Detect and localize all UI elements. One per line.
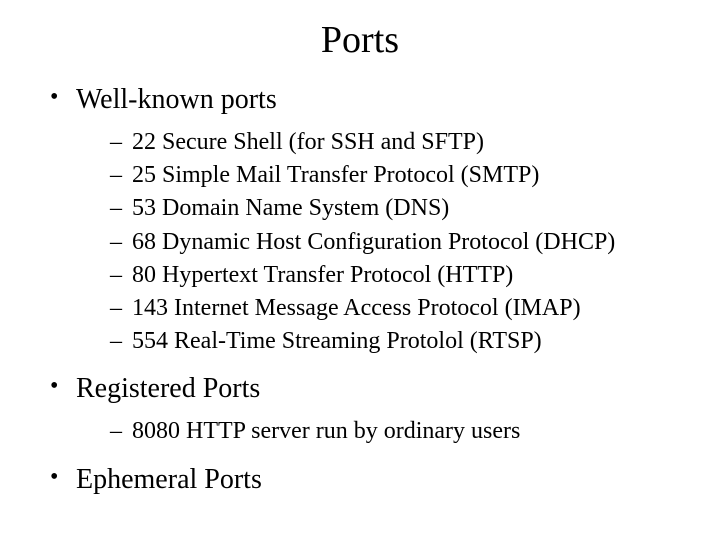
bullet-label: Well-known ports <box>76 84 277 115</box>
bullet-label: Registered Ports <box>76 373 260 404</box>
bullet-item-wellknown: Well-known ports 22 Secure Shell (for SS… <box>50 82 690 357</box>
sub-bullet-item: 25 Simple Mail Transfer Protocol (SMTP) <box>110 160 690 191</box>
bullet-item-ephemeral: Ephemeral Ports <box>50 462 690 497</box>
bullet-label: Ephemeral Ports <box>76 464 262 495</box>
sub-bullet-item: 80 Hypertext Transfer Protocol (HTTP) <box>110 260 690 291</box>
bullet-list-level2: 8080 HTTP server run by ordinary users <box>76 416 690 447</box>
sub-bullet-item: 68 Dynamic Host Configuration Protocol (… <box>110 227 690 258</box>
sub-bullet-item: 22 Secure Shell (for SSH and SFTP) <box>110 127 690 158</box>
sub-bullet-item: 8080 HTTP server run by ordinary users <box>110 416 690 447</box>
sub-bullet-item: 53 Domain Name System (DNS) <box>110 193 690 224</box>
slide-title: Ports <box>30 18 690 62</box>
bullet-item-registered: Registered Ports 8080 HTTP server run by… <box>50 371 690 447</box>
bullet-list-level1: Well-known ports 22 Secure Shell (for SS… <box>30 82 690 497</box>
sub-bullet-item: 143 Internet Message Access Protocol (IM… <box>110 293 690 324</box>
sub-bullet-item: 554 Real-Time Streaming Protolol (RTSP) <box>110 326 690 357</box>
bullet-list-level2: 22 Secure Shell (for SSH and SFTP) 25 Si… <box>76 127 690 357</box>
slide: Ports Well-known ports 22 Secure Shell (… <box>0 0 720 540</box>
